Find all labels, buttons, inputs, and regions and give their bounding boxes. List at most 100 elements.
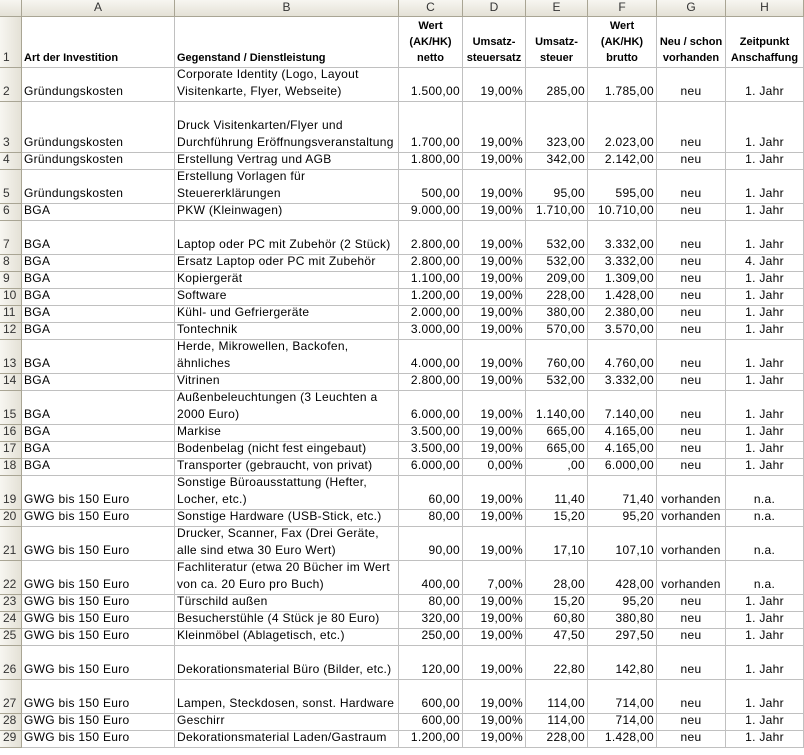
cell[interactable]: 114,00 xyxy=(526,714,588,731)
cell[interactable]: 120,00 xyxy=(399,646,463,680)
cell[interactable]: neu xyxy=(657,255,726,272)
cell[interactable]: 60,00 xyxy=(399,476,463,510)
cell[interactable]: neu xyxy=(657,425,726,442)
cell[interactable]: 3.570,00 xyxy=(588,323,657,340)
cell[interactable]: 1. Jahr xyxy=(726,153,804,170)
row-number[interactable]: 22 xyxy=(0,561,22,595)
header-cell[interactable]: Wert (AK/HK) netto xyxy=(399,17,463,68)
cell[interactable]: GWG bis 150 Euro xyxy=(22,612,175,629)
cell[interactable]: 19,00% xyxy=(463,272,526,289)
cell[interactable]: 0,00% xyxy=(463,459,526,476)
cell[interactable]: 2.800,00 xyxy=(399,374,463,391)
cell[interactable]: 1. Jahr xyxy=(726,68,804,102)
cell[interactable]: n.a. xyxy=(726,527,804,561)
cell[interactable]: 570,00 xyxy=(526,323,588,340)
cell[interactable]: 80,00 xyxy=(399,595,463,612)
cell[interactable]: 1. Jahr xyxy=(726,629,804,646)
cell[interactable]: 17,10 xyxy=(526,527,588,561)
cell[interactable]: 380,00 xyxy=(526,306,588,323)
cell[interactable]: 10.710,00 xyxy=(588,204,657,221)
cell[interactable]: 1.800,00 xyxy=(399,153,463,170)
cell[interactable]: Sonstige Hardware (USB-Stick, etc.) xyxy=(175,510,399,527)
row-number[interactable]: 29 xyxy=(0,731,22,748)
cell[interactable]: Druck Visitenkarten/Flyer und Durchführu… xyxy=(175,102,399,153)
cell[interactable]: 19,00% xyxy=(463,68,526,102)
cell[interactable]: 28,00 xyxy=(526,561,588,595)
cell[interactable]: 19,00% xyxy=(463,510,526,527)
cell[interactable]: 9.000,00 xyxy=(399,204,463,221)
cell[interactable]: 19,00% xyxy=(463,527,526,561)
cell[interactable]: BGA xyxy=(22,272,175,289)
cell[interactable]: vorhanden xyxy=(657,476,726,510)
cell[interactable]: 320,00 xyxy=(399,612,463,629)
cell[interactable]: Software xyxy=(175,289,399,306)
row-number[interactable]: 19 xyxy=(0,476,22,510)
cell[interactable]: 19,00% xyxy=(463,102,526,153)
cell[interactable]: 80,00 xyxy=(399,510,463,527)
row-number[interactable]: 25 xyxy=(0,629,22,646)
corner[interactable] xyxy=(0,0,22,17)
cell[interactable]: 7,00% xyxy=(463,561,526,595)
row-number[interactable]: 28 xyxy=(0,714,22,731)
cell[interactable]: 500,00 xyxy=(399,170,463,204)
cell[interactable]: 19,00% xyxy=(463,425,526,442)
cell[interactable]: 1.428,00 xyxy=(588,731,657,748)
cell[interactable]: 1.700,00 xyxy=(399,102,463,153)
cell[interactable]: GWG bis 150 Euro xyxy=(22,714,175,731)
cell[interactable]: BGA xyxy=(22,255,175,272)
cell[interactable]: 4.165,00 xyxy=(588,442,657,459)
cell[interactable]: BGA xyxy=(22,289,175,306)
cell[interactable]: BGA xyxy=(22,340,175,374)
cell[interactable]: 1.309,00 xyxy=(588,272,657,289)
cell[interactable]: vorhanden xyxy=(657,527,726,561)
cell[interactable]: 1. Jahr xyxy=(726,204,804,221)
cell[interactable]: BGA xyxy=(22,306,175,323)
cell[interactable]: neu xyxy=(657,680,726,714)
cell[interactable]: 19,00% xyxy=(463,153,526,170)
cell[interactable]: 228,00 xyxy=(526,731,588,748)
cell[interactable]: 19,00% xyxy=(463,646,526,680)
cell[interactable]: Gründungskosten xyxy=(22,153,175,170)
cell[interactable]: BGA xyxy=(22,459,175,476)
cell[interactable]: 19,00% xyxy=(463,323,526,340)
cell[interactable]: 1. Jahr xyxy=(726,102,804,153)
cell[interactable]: GWG bis 150 Euro xyxy=(22,680,175,714)
cell[interactable]: Kühl- und Gefriergeräte xyxy=(175,306,399,323)
cell[interactable]: 107,10 xyxy=(588,527,657,561)
cell[interactable]: 1.200,00 xyxy=(399,731,463,748)
cell[interactable]: neu xyxy=(657,731,726,748)
header-cell[interactable]: Gegenstand / Dienstleistung xyxy=(175,17,399,68)
cell[interactable]: 3.000,00 xyxy=(399,323,463,340)
cell[interactable]: 400,00 xyxy=(399,561,463,595)
cell[interactable]: 2.000,00 xyxy=(399,306,463,323)
header-cell[interactable]: Umsatz-steuer xyxy=(526,17,588,68)
cell[interactable]: BGA xyxy=(22,442,175,459)
cell[interactable]: Kopiergerät xyxy=(175,272,399,289)
header-cell[interactable]: Umsatz-steuersatz xyxy=(463,17,526,68)
cell[interactable]: 323,00 xyxy=(526,102,588,153)
cell[interactable]: neu xyxy=(657,204,726,221)
cell[interactable]: 19,00% xyxy=(463,731,526,748)
cell[interactable]: 114,00 xyxy=(526,680,588,714)
cell[interactable]: 714,00 xyxy=(588,714,657,731)
cell[interactable]: 600,00 xyxy=(399,680,463,714)
cell[interactable]: 19,00% xyxy=(463,629,526,646)
row-number[interactable]: 1 xyxy=(0,17,22,68)
header-cell[interactable]: Neu / schon vorhanden xyxy=(657,17,726,68)
cell[interactable]: Kleinmöbel (Ablagetisch, etc.) xyxy=(175,629,399,646)
cell[interactable]: 1. Jahr xyxy=(726,170,804,204)
cell[interactable]: 1. Jahr xyxy=(726,306,804,323)
cell[interactable]: 1. Jahr xyxy=(726,289,804,306)
cell[interactable]: neu xyxy=(657,629,726,646)
cell[interactable]: 209,00 xyxy=(526,272,588,289)
cell[interactable]: vorhanden xyxy=(657,561,726,595)
row-number[interactable]: 16 xyxy=(0,425,22,442)
cell[interactable]: 297,50 xyxy=(588,629,657,646)
cell[interactable]: 532,00 xyxy=(526,255,588,272)
cell[interactable]: 532,00 xyxy=(526,221,588,255)
cell[interactable]: 1. Jahr xyxy=(726,425,804,442)
cell[interactable]: 1. Jahr xyxy=(726,272,804,289)
row-number[interactable]: 6 xyxy=(0,204,22,221)
cell[interactable]: BGA xyxy=(22,323,175,340)
cell[interactable]: Laptop oder PC mit Zubehör (2 Stück) xyxy=(175,221,399,255)
